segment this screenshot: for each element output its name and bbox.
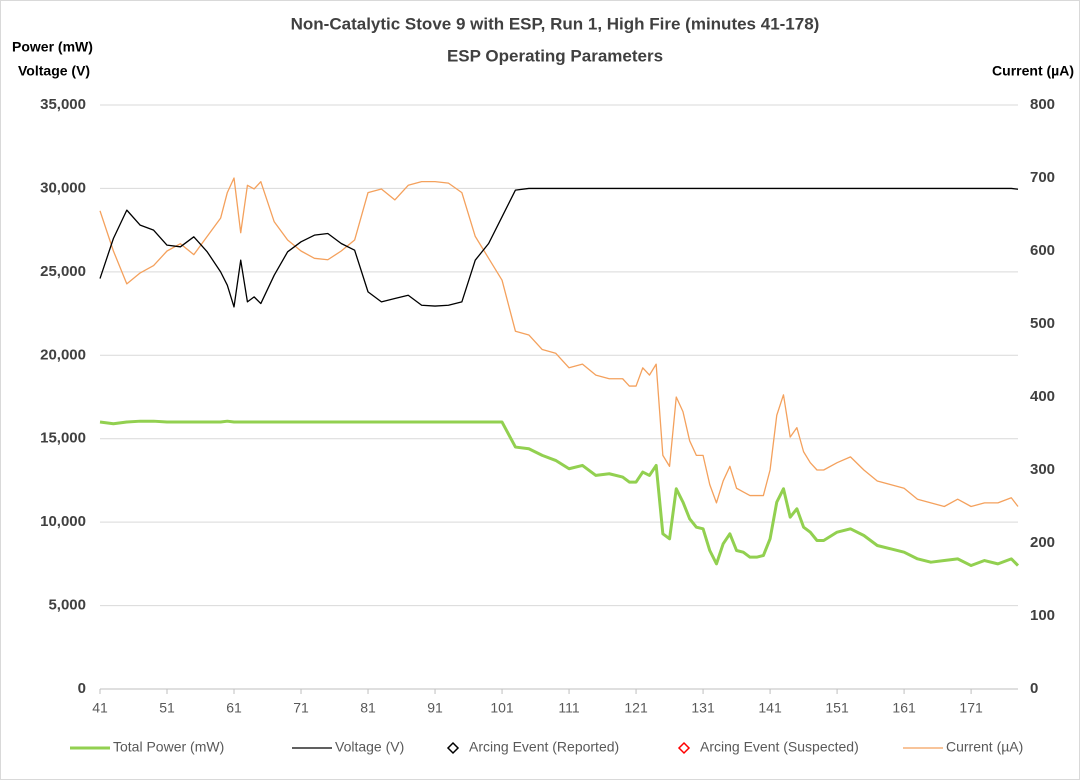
legend-label: Arcing Event (Reported) [469, 739, 619, 755]
series-line [99, 177, 1019, 508]
x-tick-label: 81 [360, 700, 376, 716]
x-tick-label: 141 [758, 700, 782, 716]
x-tick-label: 121 [624, 700, 648, 716]
legend-marker [446, 741, 460, 755]
x-tick-label: 41 [92, 700, 108, 716]
legend-label: Total Power (mW) [113, 739, 224, 755]
x-tick-label: 51 [159, 700, 175, 716]
y-tick-label: 15,000 [40, 430, 86, 447]
x-tick-label: 111 [558, 700, 579, 716]
series-line [99, 419, 1020, 568]
y-tick-label: 30,000 [40, 179, 86, 196]
x-tick-label: 161 [892, 700, 916, 716]
y-axis-label: Voltage (V) [18, 63, 90, 79]
y2-tick-label: 600 [1030, 242, 1055, 259]
y2-axis-label: Current (µA) [992, 63, 1074, 79]
y2-tick-label: 300 [1030, 461, 1055, 478]
y2-tick-label: 100 [1030, 607, 1055, 624]
y2-tick-label: 200 [1030, 534, 1055, 551]
legend-label: Arcing Event (Suspected) [700, 739, 859, 755]
x-tick-label: 91 [427, 700, 443, 716]
chart-title: Non-Catalytic Stove 9 with ESP, Run 1, H… [291, 14, 820, 33]
y-tick-label: 35,000 [40, 96, 86, 113]
y-tick-label: 0 [78, 680, 86, 697]
y2-tick-label: 800 [1030, 96, 1055, 113]
y-tick-label: 25,000 [40, 263, 86, 280]
x-tick-label: 71 [293, 700, 309, 716]
legend-label: Voltage (V) [335, 739, 404, 755]
x-tick-label: 101 [490, 700, 514, 716]
x-tick-label: 171 [959, 700, 983, 716]
y2-tick-label: 700 [1030, 169, 1055, 186]
y-axis-label: Power (mW) [12, 39, 93, 55]
y-tick-label: 5,000 [48, 597, 86, 614]
y2-tick-label: 400 [1030, 388, 1055, 405]
y2-tick-label: 500 [1030, 315, 1055, 332]
x-tick-label: 61 [226, 700, 242, 716]
legend-label: Current (µA) [946, 739, 1023, 755]
y2-tick-label: 0 [1030, 680, 1038, 697]
chart-subtitle: ESP Operating Parameters [447, 46, 663, 65]
x-tick-label: 131 [691, 700, 715, 716]
y-tick-label: 10,000 [40, 513, 86, 530]
legend-marker [677, 741, 691, 755]
y-tick-label: 20,000 [40, 346, 86, 363]
x-tick-label: 151 [825, 700, 849, 716]
series-line [99, 187, 1019, 308]
